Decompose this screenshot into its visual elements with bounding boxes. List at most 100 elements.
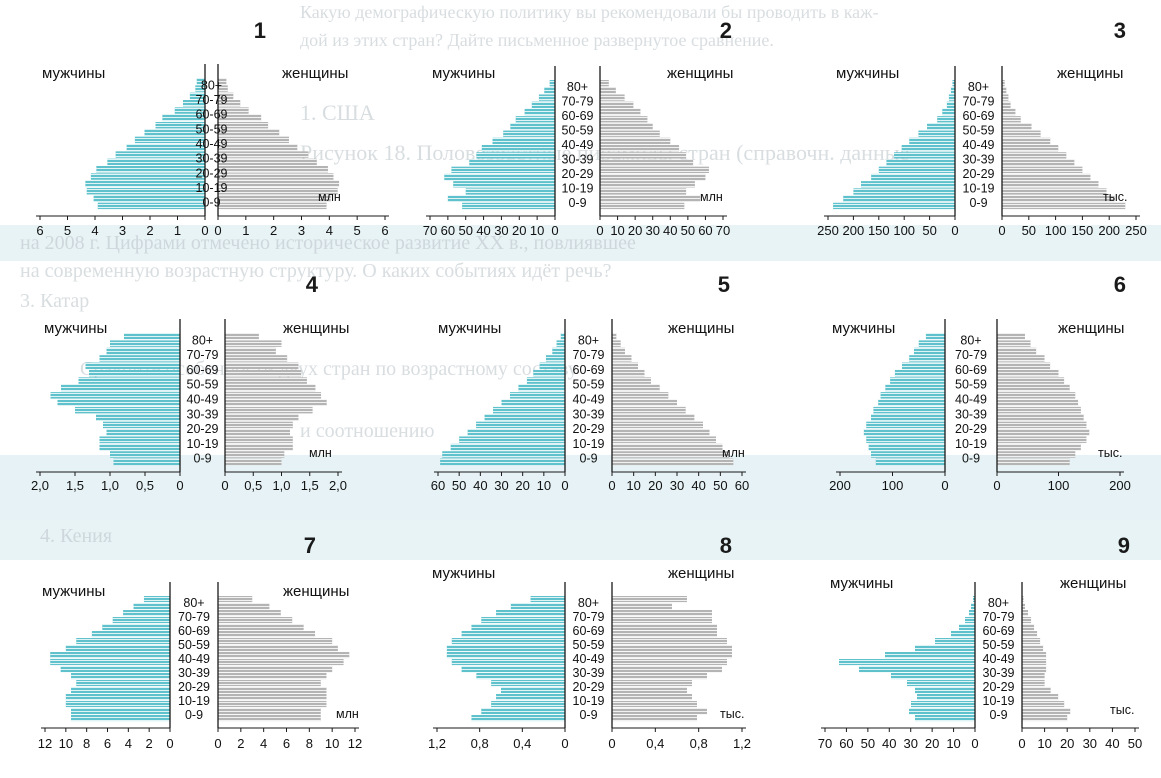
female-tick-label: 30 bbox=[1083, 736, 1097, 751]
male-bar-hatch bbox=[560, 333, 565, 340]
female-bar-hatch bbox=[218, 144, 298, 151]
female-bar-hatch bbox=[600, 166, 709, 173]
male-bar-hatch bbox=[950, 87, 955, 94]
female-bar-hatch bbox=[612, 694, 692, 701]
male-bar-hatch bbox=[524, 108, 555, 116]
female-tick-label: 30 bbox=[670, 478, 684, 493]
female-bar-hatch bbox=[1002, 137, 1051, 145]
female-bar-hatch bbox=[218, 701, 327, 708]
female-label: женщины bbox=[283, 583, 349, 600]
female-bar-hatch bbox=[997, 451, 1076, 458]
female-tick-label: 60 bbox=[698, 223, 712, 238]
female-bar-hatch bbox=[612, 392, 669, 399]
male-bar-hatch bbox=[453, 181, 555, 188]
female-bar-hatch bbox=[218, 666, 333, 673]
chart-number: 1 bbox=[254, 18, 266, 43]
pyramid-chart-6: 6 мужчины женщины 80+70-7960-6950-5940-4930… bbox=[829, 272, 1131, 493]
chart-number: 9 bbox=[1118, 533, 1130, 558]
female-bar-hatch bbox=[1022, 687, 1051, 694]
female-tick-label: 200 bbox=[1109, 478, 1131, 493]
male-bar-hatch bbox=[451, 659, 565, 666]
male-bar-hatch bbox=[885, 384, 945, 392]
male-tick-label: 0 bbox=[551, 223, 558, 238]
male-bar-hatch bbox=[112, 617, 170, 624]
female-tick-label: 10 bbox=[325, 736, 339, 751]
female-bar-hatch bbox=[997, 362, 1051, 370]
male-tick-label: 40 bbox=[476, 223, 490, 238]
female-bar-hatch bbox=[225, 392, 322, 399]
male-label: мужчины bbox=[44, 320, 107, 337]
female-bar-hatch bbox=[1022, 610, 1029, 617]
age-group-label: 30-39 bbox=[573, 666, 605, 680]
female-bar-hatch bbox=[218, 659, 344, 666]
male-tick-label: 50 bbox=[861, 736, 875, 751]
male-bar-hatch bbox=[71, 687, 170, 694]
female-bar-hatch bbox=[218, 680, 321, 687]
male-tick-label: 40 bbox=[882, 736, 896, 751]
male-bar-hatch bbox=[115, 151, 205, 158]
female-bar-hatch bbox=[1022, 645, 1044, 652]
male-bar-hatch bbox=[861, 181, 955, 188]
male-bar-hatch bbox=[901, 145, 955, 152]
age-group-label: 80+ bbox=[968, 80, 989, 94]
female-tick-label: 3 bbox=[298, 223, 305, 238]
age-group-label: 70-79 bbox=[573, 610, 605, 624]
male-tick-label: 60 bbox=[839, 736, 853, 751]
age-group-label: 10-19 bbox=[573, 437, 605, 451]
female-bar-hatch bbox=[1002, 87, 1007, 94]
unit-label: тыс. bbox=[1103, 190, 1127, 204]
female-bar-hatch bbox=[612, 421, 703, 429]
female-tick-label: 6 bbox=[381, 223, 388, 238]
age-group-label: 30-39 bbox=[178, 666, 210, 680]
female-bar-hatch bbox=[1002, 166, 1083, 173]
male-bar-hatch bbox=[76, 638, 170, 645]
background-text-line: 1. США bbox=[300, 100, 375, 125]
age-group-label: 50-59 bbox=[573, 378, 605, 392]
female-tick-label: 250 bbox=[1125, 223, 1147, 238]
male-label: мужчины bbox=[432, 65, 495, 82]
male-bar-hatch bbox=[155, 122, 205, 129]
female-bar-hatch bbox=[1022, 708, 1071, 715]
age-group-label: 60-69 bbox=[187, 363, 219, 377]
female-bar-hatch bbox=[1002, 101, 1011, 108]
female-tick-label: 20 bbox=[1060, 736, 1074, 751]
male-bar-hatch bbox=[549, 80, 555, 87]
male-bar-hatch bbox=[965, 617, 975, 624]
male-bar-hatch bbox=[446, 645, 565, 652]
male-bar-hatch bbox=[971, 603, 975, 610]
age-group-label: 0-9 bbox=[969, 196, 987, 210]
age-group-label: 70-79 bbox=[562, 95, 594, 109]
male-bar-hatch bbox=[481, 617, 565, 624]
unit-label: тыс. bbox=[1110, 703, 1134, 717]
age-group-label: 50-59 bbox=[955, 378, 987, 392]
male-bar-hatch bbox=[107, 158, 205, 166]
male-tick-label: 60 bbox=[431, 478, 445, 493]
male-bar-hatch bbox=[110, 451, 180, 458]
female-tick-label: 0 bbox=[214, 223, 221, 238]
female-tick-label: 0 bbox=[221, 478, 228, 493]
age-group-label: 30-39 bbox=[562, 152, 594, 166]
female-bar-hatch bbox=[218, 136, 289, 144]
male-bar-hatch bbox=[99, 355, 180, 362]
age-group-label: 20-29 bbox=[983, 680, 1015, 694]
male-bar-hatch bbox=[913, 347, 945, 355]
male-bar-hatch bbox=[110, 340, 180, 347]
female-bar-hatch bbox=[612, 666, 722, 673]
age-group-label: 0-9 bbox=[989, 708, 1007, 722]
male-tick-label: 4 bbox=[91, 223, 98, 238]
male-bar-hatch bbox=[533, 369, 565, 377]
male-bar-hatch bbox=[471, 715, 565, 722]
female-bar-hatch bbox=[997, 333, 1025, 340]
male-bar-hatch bbox=[839, 659, 975, 666]
female-bar-hatch bbox=[1022, 603, 1026, 610]
male-bar-hatch bbox=[143, 596, 170, 603]
male-bar-hatch bbox=[510, 603, 565, 610]
male-bar-hatch bbox=[538, 94, 555, 101]
male-bar-hatch bbox=[871, 173, 955, 181]
male-bar-hatch bbox=[907, 680, 975, 687]
female-bar-hatch bbox=[1022, 659, 1047, 666]
male-tick-label: 0 bbox=[561, 736, 568, 751]
